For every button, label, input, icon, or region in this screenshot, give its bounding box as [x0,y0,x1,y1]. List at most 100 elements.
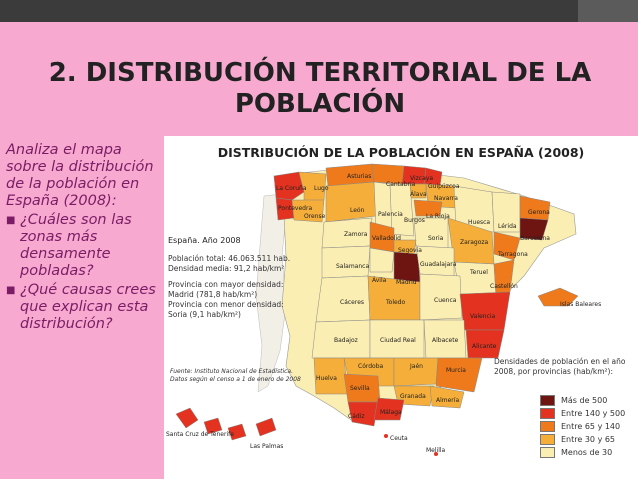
label-zamora: Zamora [344,231,368,238]
province-castellon [493,259,515,297]
legend-label: Entre 65 y 140 [561,422,621,431]
label-almeria: Almería [436,397,459,404]
province-avila [369,247,395,273]
bullet-2: ■ ¿Qué causas crees que explican esta di… [6,282,156,333]
label-soria: Soria [428,235,444,242]
map-legend: Más de 500 Entre 140 y 500 Entre 65 y 140 E… [540,394,625,459]
legend-title-line-1: Densidades de población en el año [494,357,626,366]
label-teruel: Teruel [469,269,488,276]
province-valencia [459,291,511,331]
province-malaga [373,397,405,421]
legend-label: Menos de 30 [561,448,613,457]
legend-swatch [540,408,555,419]
label-guipuzcoa: Guipúzcoa [428,183,460,190]
label-malaga: Málaga [380,409,402,416]
map-source: Fuente: Instituto Nacional de Estadístic… [170,368,301,384]
province-madrid [393,251,421,283]
label-zaragoza: Zaragoza [460,239,489,246]
label-lugo: Lugo [314,185,329,192]
label-castellon: Castellón [490,283,518,290]
label-la-rioja: La Rioja [426,213,450,220]
bullet-1-text: ¿Cuáles son las zonas más densamente pob… [20,212,132,279]
label-tarragona: Tarragona [497,251,528,258]
island-gran-canaria [227,423,247,441]
label-islas-baleares: Islas Baleares [560,301,601,308]
label-guadalajara: Guadalajara [420,261,457,268]
province-leon [325,181,377,223]
stat-max-density-label: Provincia con mayor densidad: [168,280,284,289]
stat-mean-density: Densidad media: 91,2 hab/km² [168,264,285,273]
label-murcia: Murcia [446,367,466,374]
label-vizcaya: Vizcaya [410,175,433,182]
label-lerida: Lérida [498,223,517,230]
label-cantabria: Cantabria [386,181,416,188]
legend-item: Más de 500 [540,394,625,407]
label-granada: Granada [400,393,426,400]
top-bar-accent [578,0,638,22]
label-jaen: Jaén [409,363,423,370]
label-valencia: Valencia [470,313,495,320]
label-las-palmas: Las Palmas [250,443,283,450]
province-almeria [429,385,465,409]
label-caceres: Cáceres [340,299,364,306]
label-melilla: Melilla [426,447,446,454]
label-gerona: Gerona [528,209,550,216]
legend-item: Entre 65 y 140 [540,420,625,433]
legend-swatch [540,447,555,458]
legend-item: Entre 30 y 65 [540,433,625,446]
label-asturias: Asturias [347,173,371,180]
label-sevilla: Sevilla [350,385,370,392]
top-bar [0,0,638,22]
province-salamanca [321,245,371,279]
stat-min-density-value: Soria (9,1 hab/km²) [168,310,241,319]
legend-item: Entre 140 y 500 [540,407,625,420]
bullet-icon: ■ [6,215,16,226]
ceuta-dot [384,434,388,438]
source-line-2: Datos según el censo a 1 de enero de 200… [170,376,301,383]
label-salamanca: Salamanca [336,263,369,270]
label-leon: León [350,207,365,214]
map-stats: Población total: 46.063.511 hab. Densida… [168,254,290,320]
province-palencia [373,181,393,229]
map-year-label: España. Año 2008 [168,236,241,245]
island-la-gomera [203,417,223,435]
island-fuerteventura [255,417,277,437]
legend-item: Menos de 30 [540,446,625,459]
province-cuenca [419,273,463,321]
legend-label: Entre 140 y 500 [561,409,626,418]
stat-max-density-value: Madrid (781,8 hab/km²) [168,290,258,299]
melilla-dot [434,452,438,456]
province-orense [291,199,325,223]
label-madrid: Madrid [396,279,417,286]
slide-title: 2. DISTRIBUCIÓN TERRITORIAL DE LA POBLAC… [48,58,592,119]
legend-title-line-2: 2008, por provincias (hab/km²): [494,367,613,376]
label-avila: Ávila [372,277,387,284]
label-cordoba: Córdoba [358,363,384,370]
label-cadiz: Cádiz [348,413,365,420]
label-pontevedra: Pontevedra [278,205,312,212]
label-badajoz: Badajoz [334,337,358,344]
island-tenerife [175,407,199,429]
stat-total-population: Población total: 46.063.511 hab. [168,254,291,263]
legend-swatch [540,395,555,406]
stat-min-density-label: Provincia con menor densidad: [168,300,284,309]
legend-title: Densidades de población en el año 2008, … [494,357,636,377]
legend-swatch [540,421,555,432]
province-burgos [389,183,415,237]
label-segovia: Segovia [398,247,422,254]
province-gerona [519,195,551,221]
label-ceuta: Ceuta [390,435,408,442]
label-albacete: Albacete [432,337,459,344]
map-title: DISTRIBUCIÓN DE LA POBLACIÓN EN ESPAÑA (… [217,145,585,160]
label-barcelona: Barcelona [520,235,550,242]
label-orense: Orense [304,213,326,220]
label-la-coruna: La Coruña [276,185,307,192]
label-cuenca: Cuenca [434,297,457,304]
label-alicante: Alicante [472,343,497,350]
legend-label: Entre 30 y 65 [561,435,616,444]
province-islas-baleares [537,287,579,307]
province-alicante [465,329,505,359]
source-line-1: Fuente: Instituto Nacional de Estadístic… [170,368,293,375]
legend-swatch [540,434,555,445]
intro-text: Analiza el mapa sobre la distribución de… [6,142,154,209]
